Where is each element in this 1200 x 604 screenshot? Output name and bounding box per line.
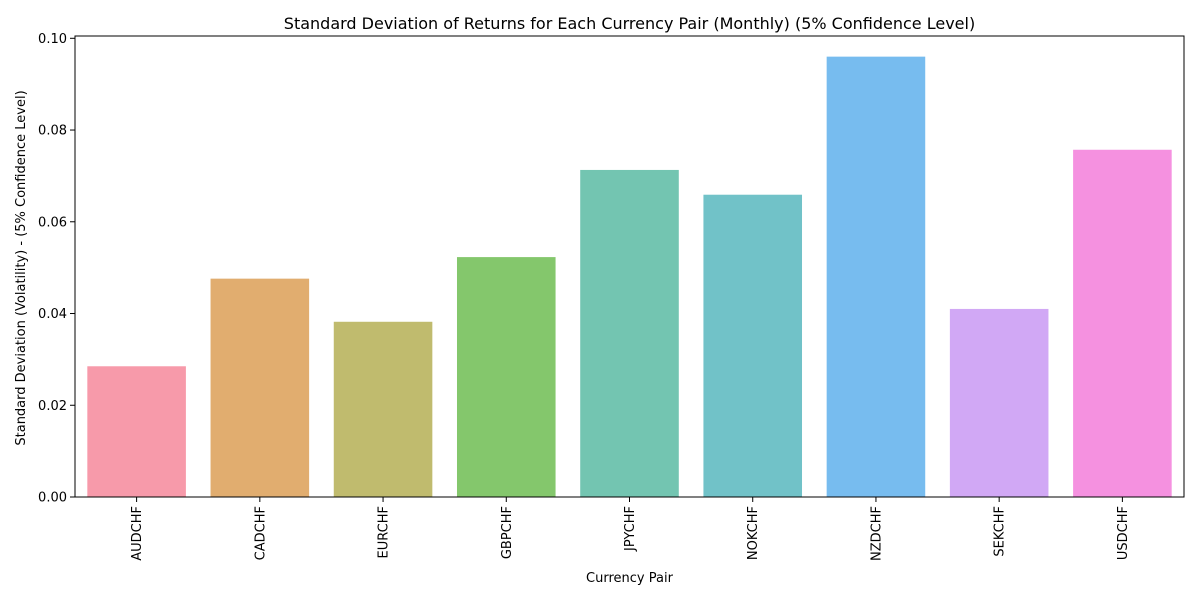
chart-title: Standard Deviation of Returns for Each C…	[284, 14, 975, 33]
x-tick-label-eurchf: EURCHF	[377, 506, 392, 558]
y-tick-label: 0.00	[38, 491, 67, 506]
x-tick-label-jpychf: JPYCHF	[623, 506, 638, 552]
x-tick-label-sekchf: SEKCHF	[993, 506, 1008, 557]
x-tick-label-cadchf: CADCHF	[253, 506, 268, 560]
y-tick-label: 0.10	[38, 32, 67, 47]
bar-jpychf	[580, 169, 679, 497]
bar-usdchf	[1073, 149, 1172, 497]
bar-cadchf	[210, 278, 310, 497]
x-tick-label-nokchf: NOKCHF	[746, 506, 761, 560]
x-tick-label-gbpchf: GBPCHF	[500, 506, 515, 559]
x-axis-label: Currency Pair	[586, 571, 674, 586]
bar-eurchf	[333, 321, 433, 497]
y-tick-label: 0.08	[38, 124, 67, 139]
x-tick-label-usdchf: USDCHF	[1116, 506, 1131, 560]
y-axis-label: Standard Deviation (Volatility) - (5% Co…	[14, 90, 29, 445]
bar-sekchf	[949, 308, 1049, 497]
bar-gbpchf	[456, 257, 556, 497]
x-tick-label-audchf: AUDCHF	[130, 506, 145, 561]
y-tick-label: 0.04	[38, 307, 67, 322]
bar-nokchf	[703, 194, 803, 497]
bar-audchf	[87, 366, 186, 497]
y-tick-label: 0.06	[38, 215, 67, 230]
plot-area: 0.00 0.02 0.04 0.06 0.08 0.10 AUDCHF CADCHF EURC…	[38, 32, 1185, 561]
bar-nzdchf	[826, 56, 926, 498]
y-tick-label: 0.02	[38, 399, 67, 414]
x-tick-label-nzdchf: NZDCHF	[869, 506, 884, 561]
